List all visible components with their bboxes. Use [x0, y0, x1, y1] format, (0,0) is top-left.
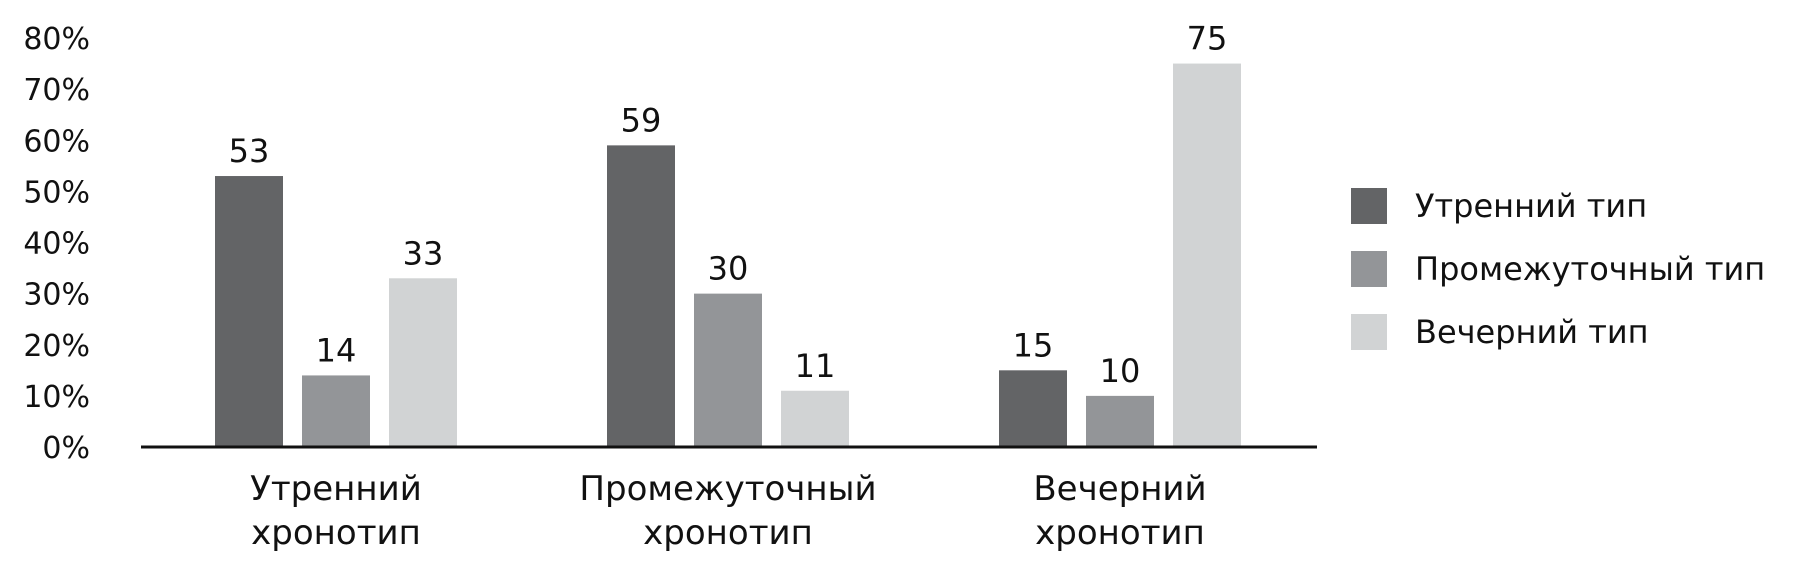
category-label: хронотип: [251, 513, 421, 553]
y-tick-label: 80%: [23, 22, 90, 57]
y-tick-label: 70%: [23, 73, 90, 108]
category-label: хронотип: [1035, 513, 1205, 553]
category-label: Промежуточный: [579, 469, 876, 509]
data-label: 11: [795, 347, 836, 385]
data-label: 15: [1013, 326, 1054, 364]
data-label: 30: [708, 250, 749, 288]
legend-label: Вечерний тип: [1415, 313, 1649, 351]
y-tick-label: 0%: [42, 431, 90, 466]
data-label: 14: [316, 331, 357, 369]
category-label: Утренний: [250, 469, 422, 509]
y-tick-label: 60%: [23, 124, 90, 159]
y-tick-label: 10%: [23, 380, 90, 415]
category-label: хронотип: [643, 513, 813, 553]
legend-swatch: [1351, 188, 1387, 224]
bar: [781, 390, 849, 447]
legend-swatch: [1351, 314, 1387, 350]
data-label: 33: [403, 234, 444, 272]
bar: [607, 145, 675, 448]
data-label: 10: [1100, 352, 1141, 390]
y-tick-label: 20%: [23, 329, 90, 364]
y-tick-label: 30%: [23, 278, 90, 313]
data-label: 59: [621, 101, 662, 139]
bars: [215, 63, 1241, 448]
legend-label: Промежуточный тип: [1415, 250, 1765, 288]
data-label: 75: [1187, 20, 1228, 58]
category-labels: УтреннийхронотипПромежуточныйхронотипВеч…: [250, 469, 1206, 553]
bar: [389, 278, 457, 447]
bar: [1086, 395, 1154, 447]
bar: [215, 176, 283, 447]
bar: [1173, 63, 1241, 447]
legend-swatch: [1351, 251, 1387, 287]
legend: Утренний тип Промежуточный тип Вечерний ти…: [1351, 187, 1765, 351]
y-tick-label: 50%: [23, 175, 90, 210]
y-tick-label: 40%: [23, 227, 90, 262]
legend-label: Утренний тип: [1415, 187, 1647, 225]
bar: [694, 293, 762, 447]
category-label: Вечерний: [1033, 469, 1206, 509]
bar: [302, 375, 370, 447]
y-axis-tick-labels: 0% 10% 20% 30% 40% 50% 60% 70% 80%: [23, 22, 90, 466]
bar: [999, 370, 1067, 447]
data-label: 53: [229, 132, 270, 170]
data-labels: 53 14 33 59 30 11 15 10 75: [229, 20, 1228, 390]
